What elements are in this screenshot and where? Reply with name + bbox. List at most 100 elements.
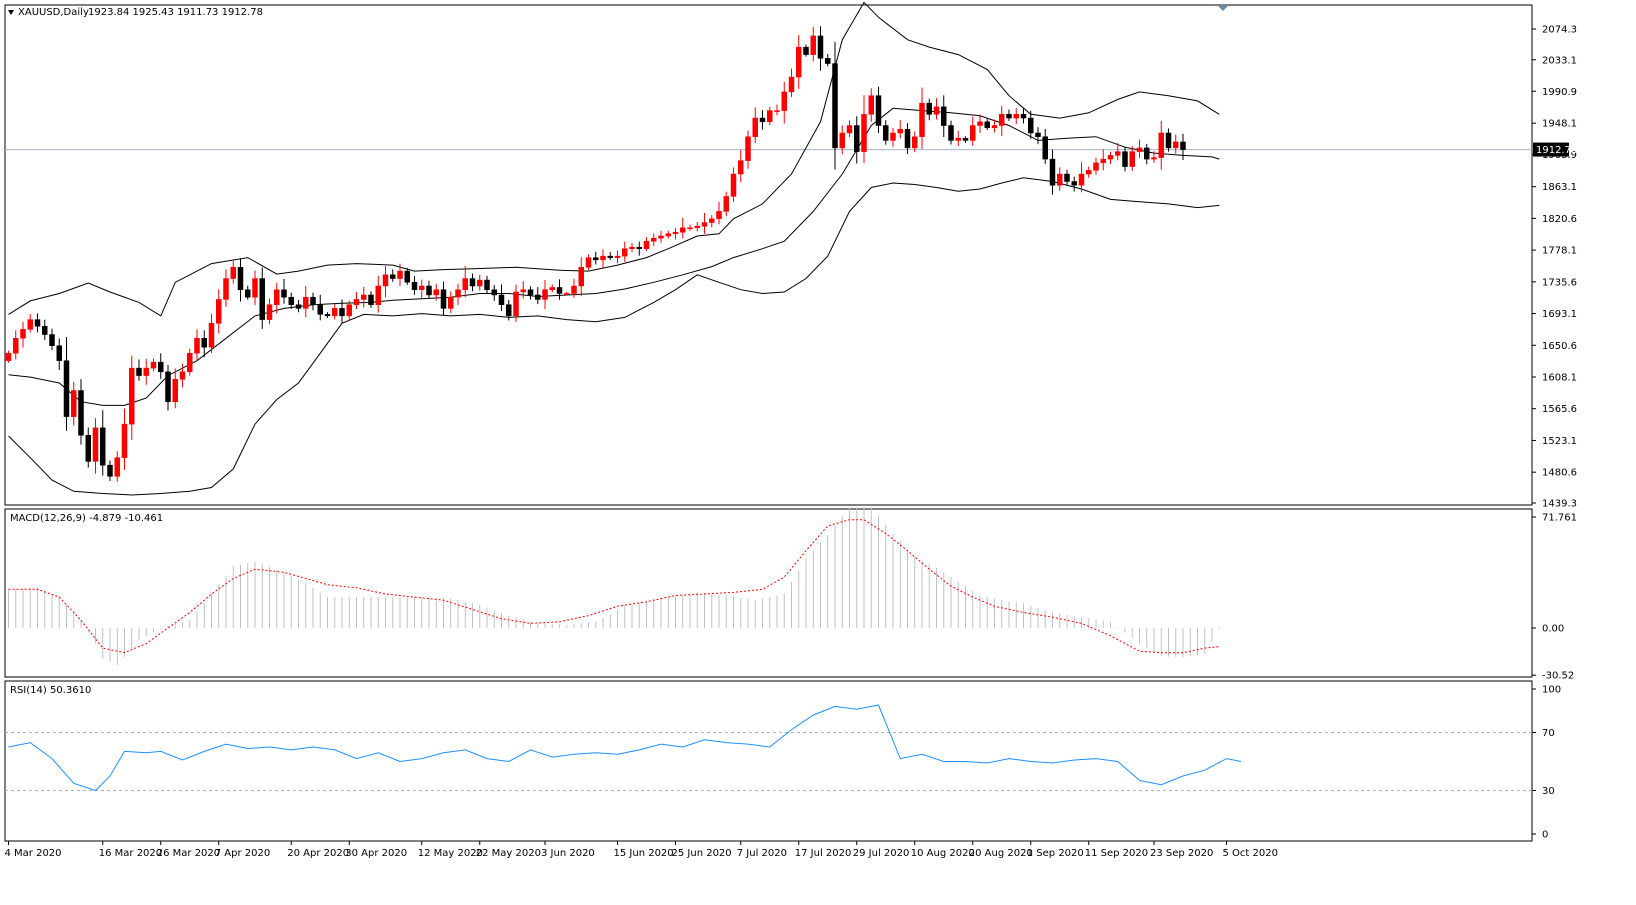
candle [56,338,62,371]
date-axis-label: 4 Mar 2020 [5,848,62,859]
candle [107,460,113,481]
price-axis-label: 1650.6 [1542,341,1577,352]
rsi-series-layer [5,704,1532,792]
candle [216,289,222,334]
candle [759,110,766,130]
price-series-layer [5,1,1532,496]
candle [607,252,613,261]
date-axis-label: 25 Jun 2020 [672,848,732,859]
candle [158,353,164,379]
symbol-dropdown-icon[interactable] [8,10,14,15]
price-axis-label: 1735.6 [1542,277,1577,288]
candle [223,269,229,307]
candle [781,81,787,124]
candle [85,427,91,468]
price-pane [4,4,1533,506]
candle [614,250,621,264]
candle [49,328,55,351]
date-axis-label: 16 Mar 2020 [99,848,162,859]
macd-axis-label: 0.00 [1542,624,1564,635]
candle [1115,143,1121,161]
date-axis-label: 1 Sep 2020 [1027,848,1084,859]
candle [825,54,831,67]
price-axis-label: 2074.3 [1542,25,1577,36]
candle [295,300,302,313]
macd-axis-label: 71.761 [1542,513,1577,524]
candle [1144,143,1150,165]
price-axis-label: 1523.1 [1542,436,1577,447]
candle [1151,151,1157,163]
date-axis-label: 10 Aug 2020 [911,848,975,859]
candle [491,285,497,301]
candle [832,41,838,170]
candle [709,215,715,228]
candle [890,128,896,147]
candle [462,266,468,298]
candle [121,408,128,470]
candle [274,282,280,314]
macd-pane [4,508,1533,678]
price-axis-label: 1693.1 [1542,309,1577,320]
candle [861,95,867,164]
current-price-tag [1533,142,1569,157]
candle [883,120,889,145]
candle [803,44,809,57]
candle [1042,128,1048,164]
candle [34,313,41,333]
candle [629,242,635,253]
candle [868,88,874,122]
candle [600,249,606,269]
symbol-label: XAUUSD,Daily [18,7,89,18]
candle [1006,109,1012,121]
candle [1173,134,1179,154]
candle [1078,162,1085,193]
candle [622,241,628,262]
candle [397,263,403,287]
candle [13,330,19,360]
candle [984,119,990,130]
candle [498,284,505,312]
candle [129,355,135,441]
candle [999,106,1005,137]
candle [194,329,200,360]
candle [658,230,664,243]
candle [1165,128,1172,152]
candle [259,267,265,329]
rsi-pane [4,680,1533,842]
candle [991,119,998,133]
candle [208,313,215,354]
candle [382,266,389,298]
candle [933,98,940,120]
candle [324,312,331,318]
candle [1086,166,1092,178]
bollinger-lower-line [8,177,1220,496]
candle [317,294,323,321]
rsi-axis-label: 70 [1542,728,1555,739]
candle [266,298,273,325]
price-axis-label: 1565.6 [1542,404,1577,415]
date-axis-label: 3 Jun 2020 [541,848,595,859]
candle [252,270,258,306]
candle [114,451,120,482]
candle [78,379,84,445]
date-axis-label: 29 Jul 2020 [853,848,910,859]
candle [1093,157,1099,175]
candle [788,68,795,97]
candle [361,286,367,308]
candle [1100,149,1106,171]
candle [353,292,360,310]
candle [810,27,816,62]
candle [1049,149,1056,195]
candle [42,319,48,341]
rsi-label: RSI(14) 50.3610 [10,685,91,696]
candle [303,285,309,318]
macd-series-layer [8,507,1220,666]
candle [20,321,26,348]
shift-marker-icon[interactable] [1218,6,1228,11]
candle [237,258,244,302]
candle [136,359,142,381]
candle [738,150,744,183]
candle [745,130,751,169]
